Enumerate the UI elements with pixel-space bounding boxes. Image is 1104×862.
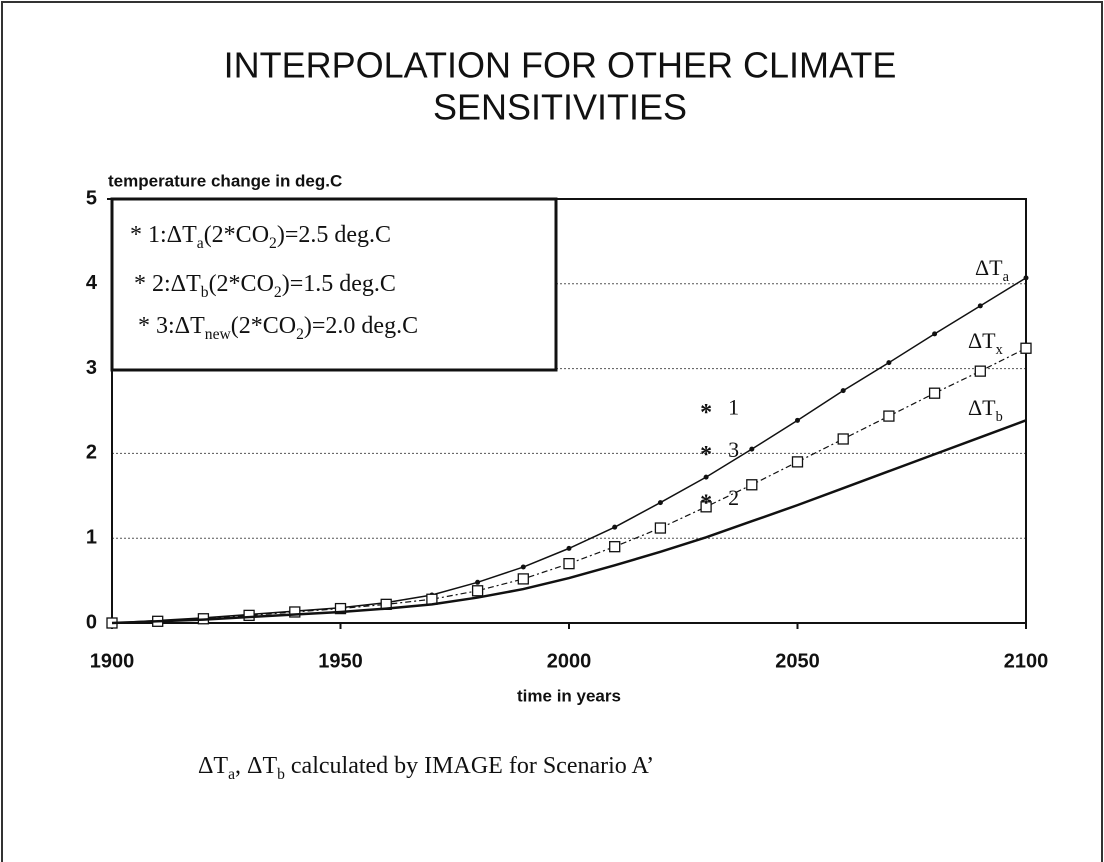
legend-entry-part: b	[201, 284, 209, 301]
series-label-part: x	[996, 342, 1003, 358]
point	[289, 606, 301, 618]
plot-frame	[111, 198, 1027, 624]
y-tick-label: 0	[86, 611, 97, 633]
point	[471, 585, 484, 597]
x-tick-label: 2050	[775, 650, 820, 672]
series-label: ΔTa	[975, 255, 1010, 285]
point-asterisk: *	[700, 400, 712, 426]
legend-entry: * 3:ΔTnew(2*CO2)=2.0 deg.C	[138, 313, 418, 344]
point	[563, 557, 575, 570]
legend-entry-part: )=2.5 deg.C	[277, 222, 391, 248]
legend-entry-part: * 1:ΔT	[130, 222, 197, 248]
point-label: 3	[728, 437, 739, 462]
point	[475, 579, 481, 585]
x-tick-label: 1950	[318, 650, 363, 672]
point	[932, 331, 938, 337]
legend-entry-part: (2*CO	[231, 313, 296, 339]
point	[974, 365, 986, 377]
footnote-part: ΔT	[198, 753, 228, 779]
legend-entry-part: )=1.5 deg.C	[282, 271, 396, 297]
legend-entry-part: new	[205, 326, 232, 343]
point	[977, 303, 983, 309]
footnote-part: a	[228, 766, 235, 783]
legend-box	[110, 197, 558, 372]
point	[1023, 275, 1029, 281]
chart-title: INTERPOLATION FOR OTHER CLIMATE	[224, 45, 897, 86]
point	[837, 433, 849, 445]
series-line	[111, 347, 1027, 624]
series-label-part: a	[1003, 269, 1010, 285]
legend-entry: * 2:ΔTb(2*CO2)=1.5 deg.C	[134, 271, 396, 302]
footnote-part: , ΔT	[235, 753, 277, 779]
point	[334, 602, 347, 615]
point	[1020, 342, 1032, 354]
series-label-part: b	[996, 409, 1003, 425]
series-line	[111, 419, 1027, 625]
point	[746, 479, 758, 491]
point	[886, 360, 892, 366]
point	[795, 417, 800, 423]
point	[791, 456, 804, 468]
footnote-part: b	[277, 766, 285, 783]
x-tick-label: 2100	[1004, 650, 1049, 672]
point	[703, 474, 709, 480]
legend-entry-part: 2	[296, 326, 304, 343]
y-tick-label: 5	[86, 187, 97, 209]
point	[883, 410, 895, 422]
point	[654, 522, 667, 534]
series-label-part: ΔT	[968, 328, 996, 353]
x-tick-label: 1900	[90, 650, 135, 672]
legend-entry-part: )=2.0 deg.C	[304, 313, 418, 339]
point-label: 1	[728, 394, 739, 419]
series-label: ΔTb	[968, 395, 1003, 425]
legend-entry-part: * 2:ΔT	[134, 271, 201, 297]
x-tick-label: 2000	[547, 650, 592, 672]
series-label: ΔTx	[968, 328, 1003, 358]
y-tick-label: 3	[86, 357, 97, 379]
footnote: ΔTa, ΔTb calculated by IMAGE for Scenari…	[198, 753, 654, 784]
y-tick-label: 4	[86, 272, 98, 294]
chart-title: SENSITIVITIES	[433, 87, 687, 128]
point	[612, 524, 618, 530]
x-axis-label: time in years	[517, 686, 621, 705]
point	[700, 501, 712, 513]
point-asterisk: *	[700, 442, 712, 468]
point	[609, 541, 621, 553]
legend-entry-part: (2*CO	[209, 271, 274, 297]
point	[520, 564, 526, 570]
legend-entry-part: (2*CO	[204, 222, 269, 248]
y-tick-label: 2	[86, 442, 97, 464]
legend-entry-part: 2	[269, 235, 277, 252]
point	[243, 609, 255, 622]
series-label-part: ΔT	[968, 395, 996, 420]
point-asterisk: *	[700, 491, 712, 517]
series-label-part: ΔT	[975, 255, 1003, 280]
point	[517, 573, 529, 585]
legend-entry: * 1:ΔTa(2*CO2)=2.5 deg.C	[130, 222, 391, 253]
legend-entry-part: * 3:ΔT	[138, 313, 205, 339]
y-axis-label: temperature change in deg.C	[108, 171, 342, 190]
point	[928, 387, 941, 399]
legend-entry-part: a	[197, 235, 204, 252]
footnote-part: calculated by IMAGE for Scenario A’	[285, 753, 654, 779]
point	[749, 446, 755, 452]
legend-entry-part: 2	[274, 284, 282, 301]
point	[657, 500, 663, 506]
y-tick-label: 1	[86, 526, 97, 548]
point-label: 2	[728, 485, 739, 510]
point	[840, 388, 846, 394]
point	[566, 545, 572, 551]
